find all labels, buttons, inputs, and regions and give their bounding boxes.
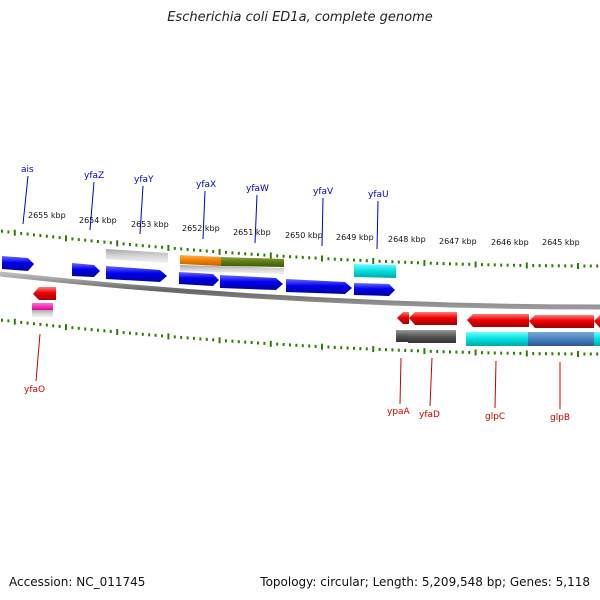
gene-label-glpC[interactable]: glpC — [485, 412, 505, 422]
reverse-gene-labels: yfaO ypaA yfaD glpC glpB — [24, 333, 570, 423]
feature-gray-3 — [32, 310, 53, 317]
gene-glpC-arrow[interactable] — [467, 314, 529, 327]
gene-yfaX-arrow[interactable] — [179, 272, 219, 286]
genome-summary: Topology: circular; Length: 5,209,548 bp… — [260, 575, 590, 589]
scale-label: 2655 kbp — [28, 211, 66, 220]
scale-ticks-forward — [1, 229, 599, 269]
reverse-genes — [32, 287, 600, 346]
gene-label-yfaW[interactable]: yfaW — [246, 184, 269, 194]
gene-yfaZ-arrow[interactable] — [72, 263, 100, 277]
scale-label: 2653 kbp — [131, 220, 169, 229]
accession-value: NC_011745 — [76, 575, 146, 589]
scale-label: 2652 kbp — [182, 224, 220, 233]
genes-label: Genes: — [509, 575, 552, 589]
feature-dark-gray — [396, 330, 408, 342]
feature-gray — [106, 249, 168, 263]
genes-value: 5,118 — [555, 575, 590, 589]
gene-label-yfaV[interactable]: yfaV — [313, 187, 334, 197]
gene-yfaO-arrow[interactable] — [33, 287, 56, 300]
scale-label: 2645 kbp — [542, 238, 580, 247]
gene-label-yfaD[interactable]: yfaD — [419, 410, 440, 420]
gene-label-yfaZ[interactable]: yfaZ — [84, 171, 104, 181]
gene-yfaU-arrow[interactable] — [354, 283, 395, 296]
gene-yfaY-arrow[interactable] — [106, 266, 167, 282]
scale-label: 2646 kbp — [491, 238, 529, 247]
length-label: Length: — [372, 575, 419, 589]
topology-value: circular — [320, 575, 365, 589]
feature-cyan-2 — [466, 332, 528, 346]
gene-yfaD-arrow[interactable] — [409, 312, 457, 325]
genome-backbone — [0, 271, 600, 310]
gene-ais-arrow[interactable] — [2, 256, 34, 271]
topology-label: Topology: — [260, 575, 317, 589]
scale-ticks-reverse — [1, 318, 599, 357]
accession-info: Accession: NC_011745 — [9, 575, 145, 589]
feature-magenta — [32, 303, 53, 310]
forward-genes — [2, 256, 395, 296]
scale-label: 2654 kbp — [79, 216, 117, 225]
gene-label-yfaU[interactable]: yfaU — [368, 190, 389, 200]
gene-label-yfaO[interactable]: yfaO — [24, 385, 45, 395]
scale-label: 2648 kbp — [388, 235, 426, 244]
gene-label-glpB[interactable]: glpB — [550, 413, 570, 423]
feature-olive — [221, 257, 284, 267]
scale-label: 2649 kbp — [336, 233, 374, 242]
feature-cyan — [354, 264, 396, 278]
scale-labels: 2655 kbp 2654 kbp 2653 kbp 2652 kbp 2651… — [28, 211, 580, 247]
feature-gray-2 — [180, 265, 284, 274]
map-title: Escherichia coli ED1a, complete genome — [167, 10, 433, 25]
length-value: 5,209,548 bp — [421, 575, 502, 589]
gene-label-ais[interactable]: ais — [21, 165, 34, 175]
scale-label: 2651 kbp — [233, 228, 271, 237]
gene-ypaA-arrow[interactable] — [397, 312, 409, 324]
gene-yfaV-arrow[interactable] — [286, 279, 352, 294]
feature-orange — [180, 255, 221, 266]
gene-label-yfaX[interactable]: yfaX — [196, 180, 216, 190]
scale-label: 2647 kbp — [439, 237, 477, 246]
gene-label-yfaY[interactable]: yfaY — [134, 175, 154, 185]
gene-label-ypaA[interactable]: ypaA — [387, 407, 411, 417]
accession-label: Accession: — [9, 575, 73, 589]
feature-steelblue — [528, 332, 594, 346]
gene-yfaW-arrow[interactable] — [220, 275, 283, 290]
feature-dark-gray-2 — [408, 330, 456, 343]
feature-cyan-3 — [594, 332, 600, 346]
scale-label: 2650 kbp — [285, 231, 323, 240]
gene-glpA-arrow[interactable] — [594, 315, 600, 328]
gene-glpB-arrow[interactable] — [529, 315, 594, 328]
forward-gene-labels: ais yfaZ yfaY yfaX yfaW yfaV yfaU — [21, 165, 389, 250]
